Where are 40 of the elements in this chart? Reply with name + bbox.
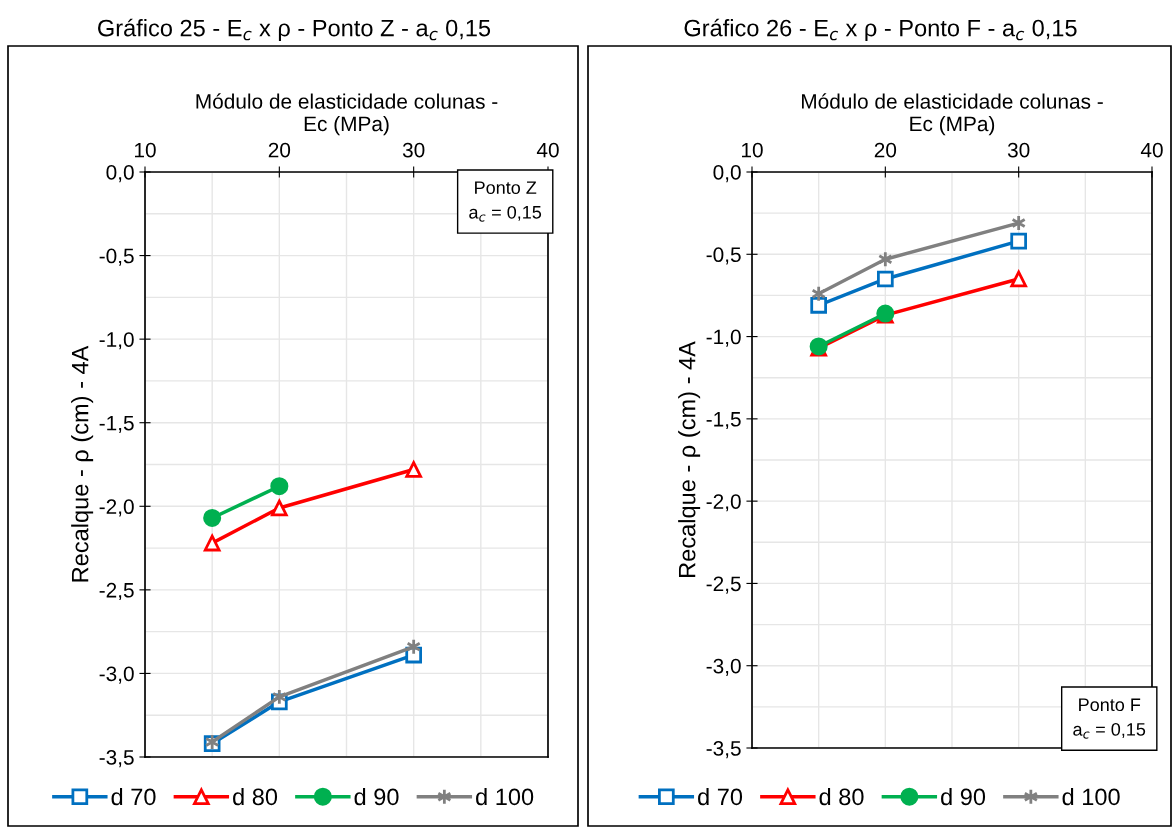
x-tick-label: 30	[1007, 142, 1030, 158]
y-tick-label: -2,5	[706, 576, 741, 594]
y-tick-label: -0,5	[706, 247, 741, 265]
chart-title: Gráfico 26 - E$_{c}$ x ρ - Ponto F - a$_{c}$ 0,15	[684, 18, 1077, 42]
y-tick-label: -2,0	[99, 499, 134, 517]
legend-label: d 80	[819, 787, 864, 806]
legend-label: d 100	[476, 787, 534, 806]
y-tick-label: -3,5	[706, 741, 741, 759]
y-tick-label: -0,5	[99, 248, 134, 266]
y-tick-label: -1,5	[706, 412, 741, 430]
x-tick-label: 20	[874, 142, 897, 158]
legend-label: d 70	[111, 787, 156, 806]
legend-label: d 90	[354, 787, 399, 806]
y-tick-label: -1,0	[706, 329, 741, 347]
x-tick-label: 40	[1140, 142, 1163, 158]
annotation: Ponto F a$_{c}$ = 0,15	[1073, 698, 1146, 739]
x-tick-label: 20	[268, 142, 291, 158]
x-tick-label: 30	[402, 142, 425, 158]
legend-label: d 80	[233, 787, 278, 806]
x-tick-label: 10	[135, 142, 156, 158]
y-tick-label: -3,0	[706, 658, 741, 676]
annotation: Ponto Z a$_{c}$ = 0,15	[469, 181, 542, 222]
y-tick-label: -3,0	[99, 666, 134, 684]
y-axis-title: Recalque - ρ (cm) - 4A	[71, 345, 94, 582]
x-tick-label: 40	[536, 142, 559, 158]
y-tick-label: -1,5	[99, 415, 134, 433]
y-tick-label: -2,5	[99, 582, 134, 601]
y-tick-label: -1,0	[99, 332, 134, 350]
y-tick-label: -3,5	[99, 750, 134, 768]
legend-label: d 100	[1062, 787, 1120, 806]
y-axis-title: Recalque - ρ (cm) - 4A	[678, 341, 701, 577]
x-tick-label: 10	[742, 142, 763, 158]
x-axis-title: Módulo de elasticidade colunas - Ec (MPa)	[196, 93, 498, 136]
y-tick-label: 0,0	[713, 165, 741, 183]
chart-title: Gráfico 25 - E$_{c}$ x ρ - Ponto Z - a$_{c}$ 0,15	[98, 18, 491, 42]
x-axis-title: Módulo de elasticidade colunas - Ec (MPa)	[802, 93, 1103, 136]
legend-label: d 90	[941, 787, 986, 806]
y-tick-label: 0,0	[106, 165, 134, 183]
legend-label: d 70	[698, 787, 743, 806]
y-tick-label: -2,0	[706, 494, 741, 512]
